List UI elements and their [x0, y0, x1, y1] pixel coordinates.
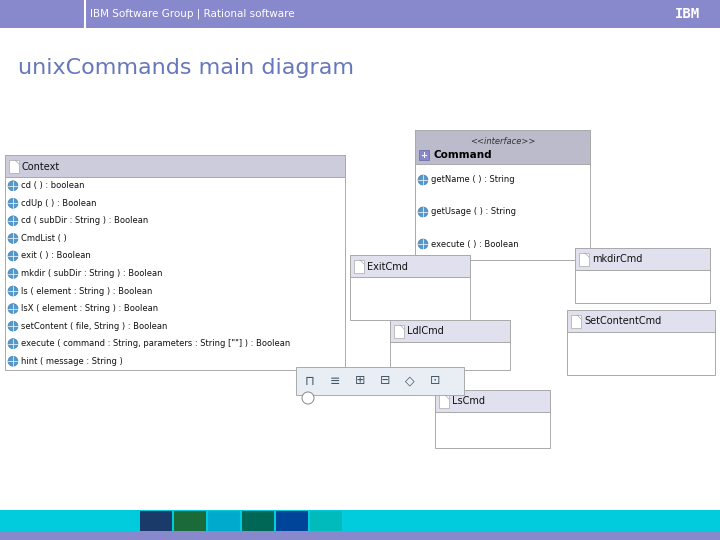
Text: cd ( ) : boolean: cd ( ) : boolean — [21, 181, 84, 190]
Text: setContent ( file, String ) : Boolean: setContent ( file, String ) : Boolean — [21, 322, 167, 330]
Text: execute ( command : String, parameters : String [""] ) : Boolean: execute ( command : String, parameters :… — [21, 339, 290, 348]
Text: cdUp ( ) : Boolean: cdUp ( ) : Boolean — [21, 199, 96, 208]
Text: unixCommands main diagram: unixCommands main diagram — [18, 58, 354, 78]
FancyBboxPatch shape — [575, 248, 710, 270]
Text: lsX ( element : String ) : Boolean: lsX ( element : String ) : Boolean — [21, 304, 158, 313]
Text: cd ( subDir : String ) : Boolean: cd ( subDir : String ) : Boolean — [21, 217, 148, 225]
Text: CmdList ( ): CmdList ( ) — [21, 234, 67, 243]
FancyBboxPatch shape — [415, 130, 590, 164]
Text: ≡: ≡ — [330, 375, 341, 388]
FancyBboxPatch shape — [435, 390, 550, 412]
Text: ◇: ◇ — [405, 375, 415, 388]
Text: IBM: IBM — [675, 7, 700, 21]
Circle shape — [418, 239, 428, 249]
Text: Context: Context — [22, 161, 60, 172]
Circle shape — [8, 268, 18, 279]
Circle shape — [418, 175, 428, 185]
Text: ⊓: ⊓ — [305, 375, 315, 388]
FancyBboxPatch shape — [415, 130, 590, 260]
Text: +: + — [420, 151, 428, 159]
Circle shape — [8, 216, 18, 226]
FancyBboxPatch shape — [276, 511, 308, 531]
Text: getUsage ( ) : String: getUsage ( ) : String — [431, 207, 516, 217]
FancyBboxPatch shape — [0, 510, 720, 540]
FancyBboxPatch shape — [419, 150, 429, 160]
FancyBboxPatch shape — [390, 320, 510, 370]
Circle shape — [8, 356, 18, 366]
FancyBboxPatch shape — [567, 310, 715, 332]
Circle shape — [8, 339, 18, 349]
FancyBboxPatch shape — [350, 255, 470, 320]
Text: LdlCmd: LdlCmd — [407, 327, 444, 336]
FancyBboxPatch shape — [567, 310, 715, 375]
Circle shape — [8, 251, 18, 261]
FancyBboxPatch shape — [350, 255, 470, 277]
Text: mkdir ( subDir : String ) : Boolean: mkdir ( subDir : String ) : Boolean — [21, 269, 163, 278]
FancyBboxPatch shape — [296, 367, 464, 395]
Text: ⊟: ⊟ — [379, 375, 390, 388]
FancyBboxPatch shape — [0, 0, 720, 28]
Text: getName ( ) : String: getName ( ) : String — [431, 176, 515, 185]
FancyBboxPatch shape — [5, 155, 345, 370]
FancyBboxPatch shape — [208, 511, 240, 531]
FancyBboxPatch shape — [140, 511, 172, 531]
Circle shape — [8, 286, 18, 296]
FancyBboxPatch shape — [439, 395, 449, 408]
FancyBboxPatch shape — [0, 532, 720, 540]
Circle shape — [8, 198, 18, 208]
FancyBboxPatch shape — [310, 511, 342, 531]
Circle shape — [8, 233, 18, 244]
Text: LsCmd: LsCmd — [452, 396, 485, 407]
Text: <<interface>>: <<interface>> — [470, 138, 535, 146]
Text: ⊡: ⊡ — [430, 375, 440, 388]
Circle shape — [302, 392, 314, 404]
Text: ExitCmd: ExitCmd — [367, 261, 408, 272]
Text: mkdirCmd: mkdirCmd — [592, 254, 642, 265]
Text: exit ( ) : Boolean: exit ( ) : Boolean — [21, 252, 91, 260]
FancyBboxPatch shape — [354, 260, 364, 273]
FancyBboxPatch shape — [390, 320, 510, 342]
Text: execute ( ) : Boolean: execute ( ) : Boolean — [431, 240, 518, 248]
Text: IBM Software Group | Rational software: IBM Software Group | Rational software — [90, 9, 294, 19]
Circle shape — [8, 321, 18, 331]
Circle shape — [8, 303, 18, 314]
Text: Command: Command — [433, 150, 492, 160]
FancyBboxPatch shape — [394, 325, 404, 338]
FancyBboxPatch shape — [9, 160, 19, 173]
FancyBboxPatch shape — [571, 315, 581, 328]
Text: hint ( message : String ): hint ( message : String ) — [21, 357, 122, 366]
FancyBboxPatch shape — [579, 253, 589, 266]
Circle shape — [8, 181, 18, 191]
FancyBboxPatch shape — [435, 390, 550, 448]
Text: SetContentCmd: SetContentCmd — [584, 316, 661, 327]
Text: ⊞: ⊞ — [355, 375, 365, 388]
Text: ls ( element : String ) : Boolean: ls ( element : String ) : Boolean — [21, 287, 153, 295]
Circle shape — [418, 207, 428, 217]
FancyBboxPatch shape — [575, 248, 710, 303]
FancyBboxPatch shape — [242, 511, 274, 531]
FancyBboxPatch shape — [5, 155, 345, 177]
FancyBboxPatch shape — [174, 511, 206, 531]
